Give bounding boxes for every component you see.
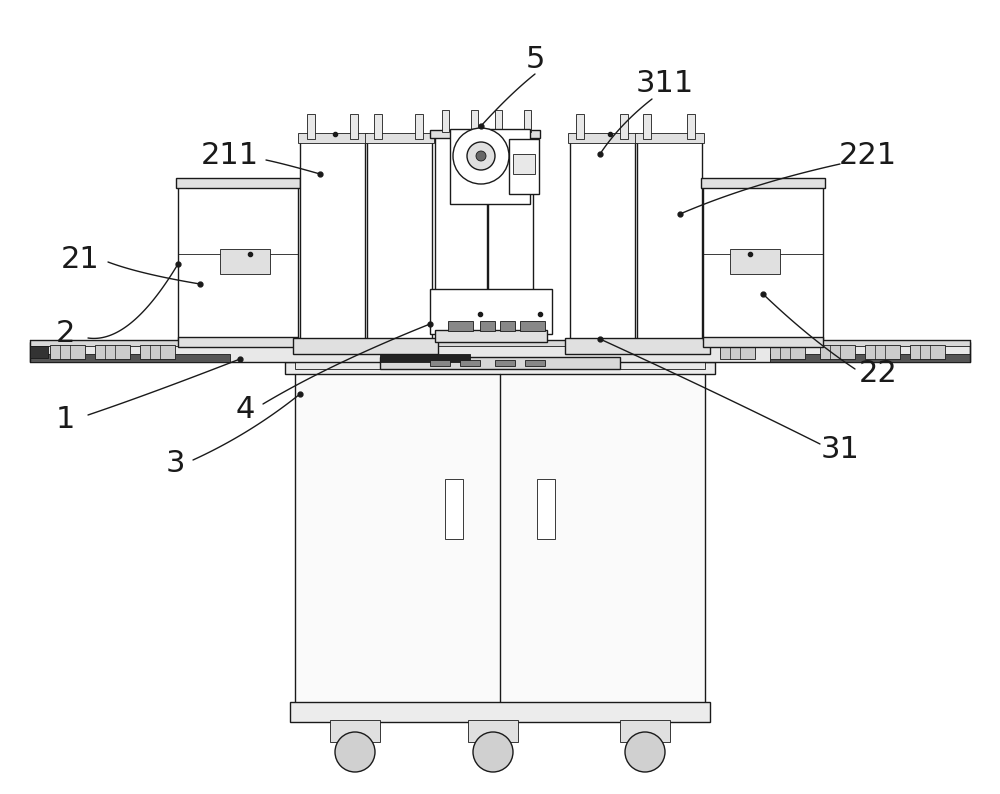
Bar xyxy=(367,140,432,340)
Bar xyxy=(703,337,823,347)
Circle shape xyxy=(335,732,375,772)
Bar xyxy=(703,185,823,340)
Bar xyxy=(430,360,450,366)
Bar xyxy=(450,129,530,204)
Bar xyxy=(770,345,805,359)
Text: 21: 21 xyxy=(61,245,99,273)
Text: 5: 5 xyxy=(525,44,545,74)
Bar xyxy=(820,345,855,359)
Bar xyxy=(643,114,651,139)
Bar xyxy=(298,133,367,143)
Bar xyxy=(30,340,970,346)
Bar xyxy=(50,345,85,359)
Bar xyxy=(295,369,705,704)
Bar xyxy=(865,345,900,359)
Text: 211: 211 xyxy=(201,141,259,171)
Bar xyxy=(30,346,48,358)
Bar xyxy=(307,114,315,139)
Text: 4: 4 xyxy=(235,395,255,423)
Bar xyxy=(435,330,547,342)
Bar xyxy=(374,114,382,139)
Text: 3: 3 xyxy=(165,449,185,479)
Bar xyxy=(471,110,478,132)
Bar xyxy=(520,321,545,331)
Bar xyxy=(509,139,539,194)
Bar xyxy=(468,720,518,742)
Bar xyxy=(95,345,130,359)
Bar xyxy=(300,140,365,340)
Bar xyxy=(910,345,945,359)
Bar xyxy=(570,140,635,340)
Bar xyxy=(415,114,423,139)
Bar xyxy=(770,354,970,362)
Bar xyxy=(380,354,470,362)
Bar xyxy=(290,702,710,722)
Bar xyxy=(576,114,584,139)
Bar xyxy=(435,131,487,291)
Text: 311: 311 xyxy=(636,70,694,98)
Bar xyxy=(430,289,552,334)
Circle shape xyxy=(476,151,486,161)
Bar xyxy=(380,357,620,369)
Bar xyxy=(480,321,495,331)
Bar xyxy=(445,479,463,539)
Bar xyxy=(620,720,670,742)
Bar xyxy=(442,110,449,132)
Bar xyxy=(488,131,533,291)
Bar xyxy=(178,337,298,347)
Bar xyxy=(635,133,704,143)
Bar xyxy=(330,720,380,742)
Bar xyxy=(30,342,970,362)
Bar xyxy=(178,185,298,340)
Bar xyxy=(513,154,535,174)
Bar xyxy=(365,133,434,143)
Bar xyxy=(285,362,715,374)
Text: 31: 31 xyxy=(821,434,859,464)
Circle shape xyxy=(467,142,495,170)
Bar xyxy=(620,114,628,139)
Bar xyxy=(293,338,438,354)
Bar xyxy=(525,360,545,366)
Circle shape xyxy=(625,732,665,772)
Bar xyxy=(430,130,540,138)
Bar xyxy=(495,360,515,366)
Bar xyxy=(220,249,270,274)
Bar xyxy=(701,178,825,188)
Bar xyxy=(568,133,637,143)
Bar xyxy=(460,360,480,366)
Bar xyxy=(637,140,702,340)
Bar xyxy=(720,345,755,359)
Bar xyxy=(30,354,230,362)
Bar xyxy=(537,479,555,539)
Bar xyxy=(495,110,502,132)
Bar xyxy=(565,338,710,354)
Bar xyxy=(687,114,695,139)
Bar xyxy=(350,114,358,139)
Circle shape xyxy=(473,732,513,772)
Circle shape xyxy=(453,128,509,184)
Bar xyxy=(524,110,531,132)
Text: 22: 22 xyxy=(859,360,897,388)
Bar xyxy=(295,362,705,369)
Text: 221: 221 xyxy=(839,141,897,171)
Bar xyxy=(500,321,515,331)
Text: 2: 2 xyxy=(55,319,75,349)
Bar xyxy=(448,321,473,331)
Bar xyxy=(140,345,175,359)
Bar xyxy=(730,249,780,274)
Bar xyxy=(176,178,300,188)
Text: 1: 1 xyxy=(55,404,75,434)
